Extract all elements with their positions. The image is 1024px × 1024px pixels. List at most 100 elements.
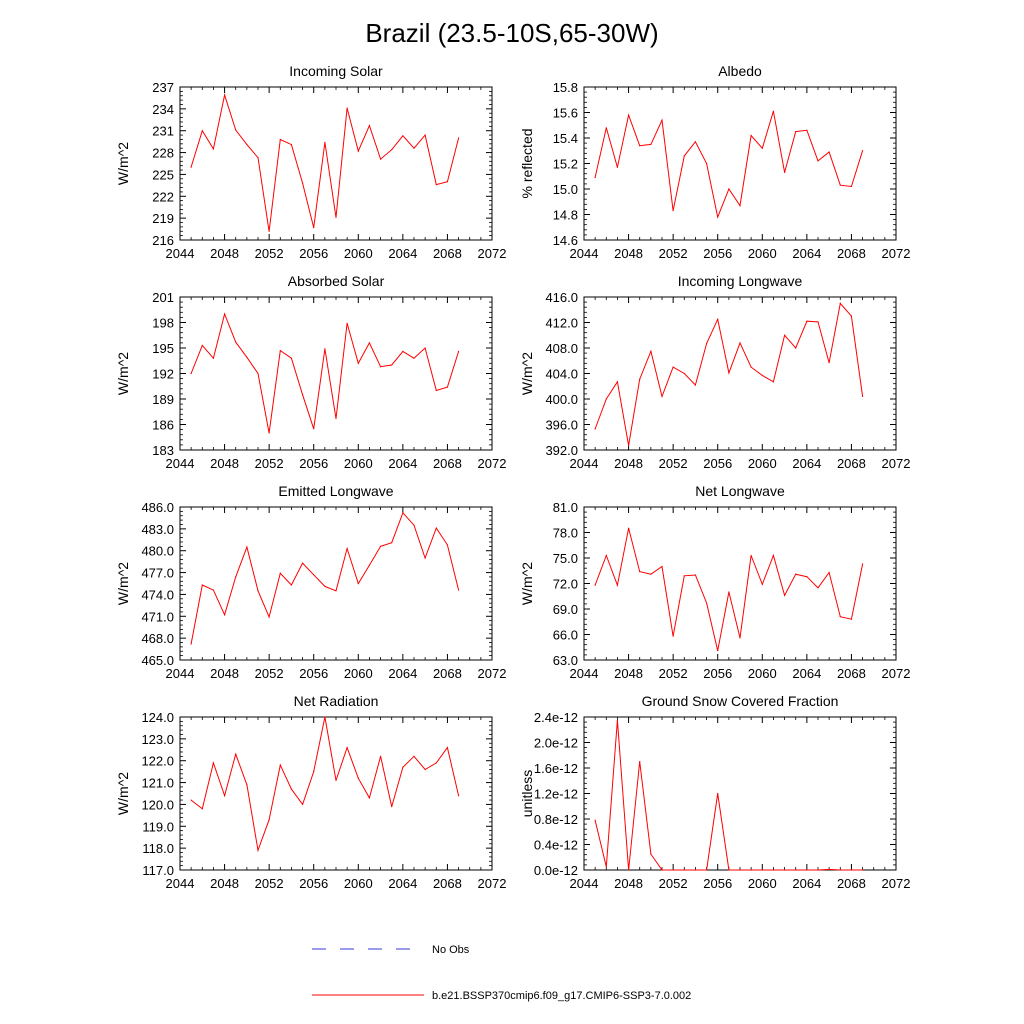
x-tick-label: 2044 [166, 456, 195, 471]
data-point [346, 107, 348, 109]
data-point [661, 565, 663, 568]
data-point [313, 428, 315, 430]
data-point [257, 372, 259, 375]
data-point [379, 158, 382, 160]
data-point [391, 806, 393, 808]
data-point [413, 524, 415, 526]
figure-title: Brazil (23.5-10S,65-30W) [365, 18, 658, 48]
y-axis-label: W/m^2 [115, 562, 131, 605]
x-tick-label: 2052 [659, 246, 688, 261]
data-point [268, 819, 270, 821]
data-point [761, 869, 763, 871]
data-point [223, 614, 226, 616]
data-point [379, 755, 382, 757]
data-point [223, 94, 226, 96]
data-point [817, 869, 819, 871]
data-point [605, 398, 607, 400]
x-tick-label: 2060 [748, 456, 777, 471]
data-point [783, 171, 786, 174]
data-point [301, 562, 304, 564]
y-tick-label: 15.8 [553, 80, 578, 95]
data-point [201, 130, 203, 132]
data-point [694, 574, 697, 576]
data-point [861, 150, 864, 152]
x-tick-label: 2068 [837, 456, 866, 471]
y-tick-label: 198 [152, 316, 174, 331]
data-point [313, 227, 315, 229]
data-point [717, 318, 719, 320]
y-axis-label: W/m^2 [519, 562, 535, 605]
data-point [335, 216, 337, 219]
data-point [290, 143, 293, 146]
panel-albedo: Albedo % reflected 2044 2048 2052 2056 2060 206… [519, 63, 910, 261]
data-point [594, 584, 596, 586]
x-tick-label: 2064 [792, 246, 821, 261]
y-tick-label: 195 [152, 341, 174, 356]
data-point [391, 149, 393, 151]
data-point [672, 210, 674, 212]
x-tick-label: 2048 [210, 246, 239, 261]
data-point [379, 366, 382, 368]
x-tick-label: 2048 [210, 876, 239, 891]
x-tick-label: 2064 [388, 666, 417, 681]
x-tick-label: 2044 [570, 456, 599, 471]
data-point [661, 395, 663, 398]
data-point [828, 571, 830, 574]
x-tick-label: 2072 [882, 246, 911, 261]
data-point [694, 384, 697, 386]
x-tick-label: 2060 [748, 246, 777, 261]
data-point [257, 849, 259, 851]
data-point [705, 162, 708, 165]
x-tick-label: 2052 [255, 246, 284, 261]
data-point [402, 350, 404, 352]
data-point [806, 129, 808, 131]
data-point [839, 869, 841, 871]
data-point [446, 747, 449, 749]
y-tick-label: 15.0 [553, 182, 578, 197]
data-point [457, 137, 460, 139]
legend-model-label: b.e21.BSSP370cmip6.f09_g17.CMIP6-SSP3-7.… [432, 990, 691, 1002]
data-point [717, 650, 719, 652]
y-tick-label: 486.0 [141, 500, 174, 515]
data-point [783, 869, 786, 871]
y-tick-label: 119.0 [142, 819, 174, 834]
data-point [457, 795, 460, 797]
data-point [717, 216, 719, 218]
panel-net-longwave: Net Longwave W/m^2 2044 2048 2052 2056 2060 206… [519, 483, 910, 681]
data-point [683, 155, 685, 157]
data-point [435, 184, 437, 186]
x-tick-label: 2052 [659, 456, 688, 471]
y-tick-label: 14.8 [553, 208, 578, 223]
data-point [694, 869, 697, 871]
data-point [435, 762, 437, 764]
x-tick-label: 2048 [614, 456, 643, 471]
x-tick-label: 2048 [210, 666, 239, 681]
data-point [839, 184, 841, 186]
data-point [313, 574, 315, 576]
data-point [650, 143, 652, 145]
y-axis-label: W/m^2 [115, 352, 131, 395]
data-point [223, 313, 226, 315]
x-tick-label: 2048 [614, 876, 643, 891]
data-point [683, 372, 685, 375]
x-tick-label: 2060 [344, 456, 373, 471]
data-point [694, 141, 697, 143]
x-tick-label: 2072 [478, 876, 507, 891]
y-tick-label: 234 [152, 102, 174, 117]
y-tick-label: 183 [152, 443, 174, 458]
y-tick-label: 396.0 [545, 418, 578, 433]
y-tick-label: 477.0 [141, 566, 174, 581]
data-point [246, 143, 248, 146]
data-point [190, 372, 192, 375]
data-point [750, 869, 752, 871]
x-tick-label: 2064 [388, 246, 417, 261]
data-point [357, 362, 359, 364]
data-point [402, 766, 404, 768]
data-point [717, 792, 719, 795]
data-point [212, 589, 215, 591]
data-point [235, 753, 237, 755]
data-point [839, 302, 841, 304]
y-tick-label: 392.0 [545, 443, 578, 458]
data-point [728, 591, 730, 593]
